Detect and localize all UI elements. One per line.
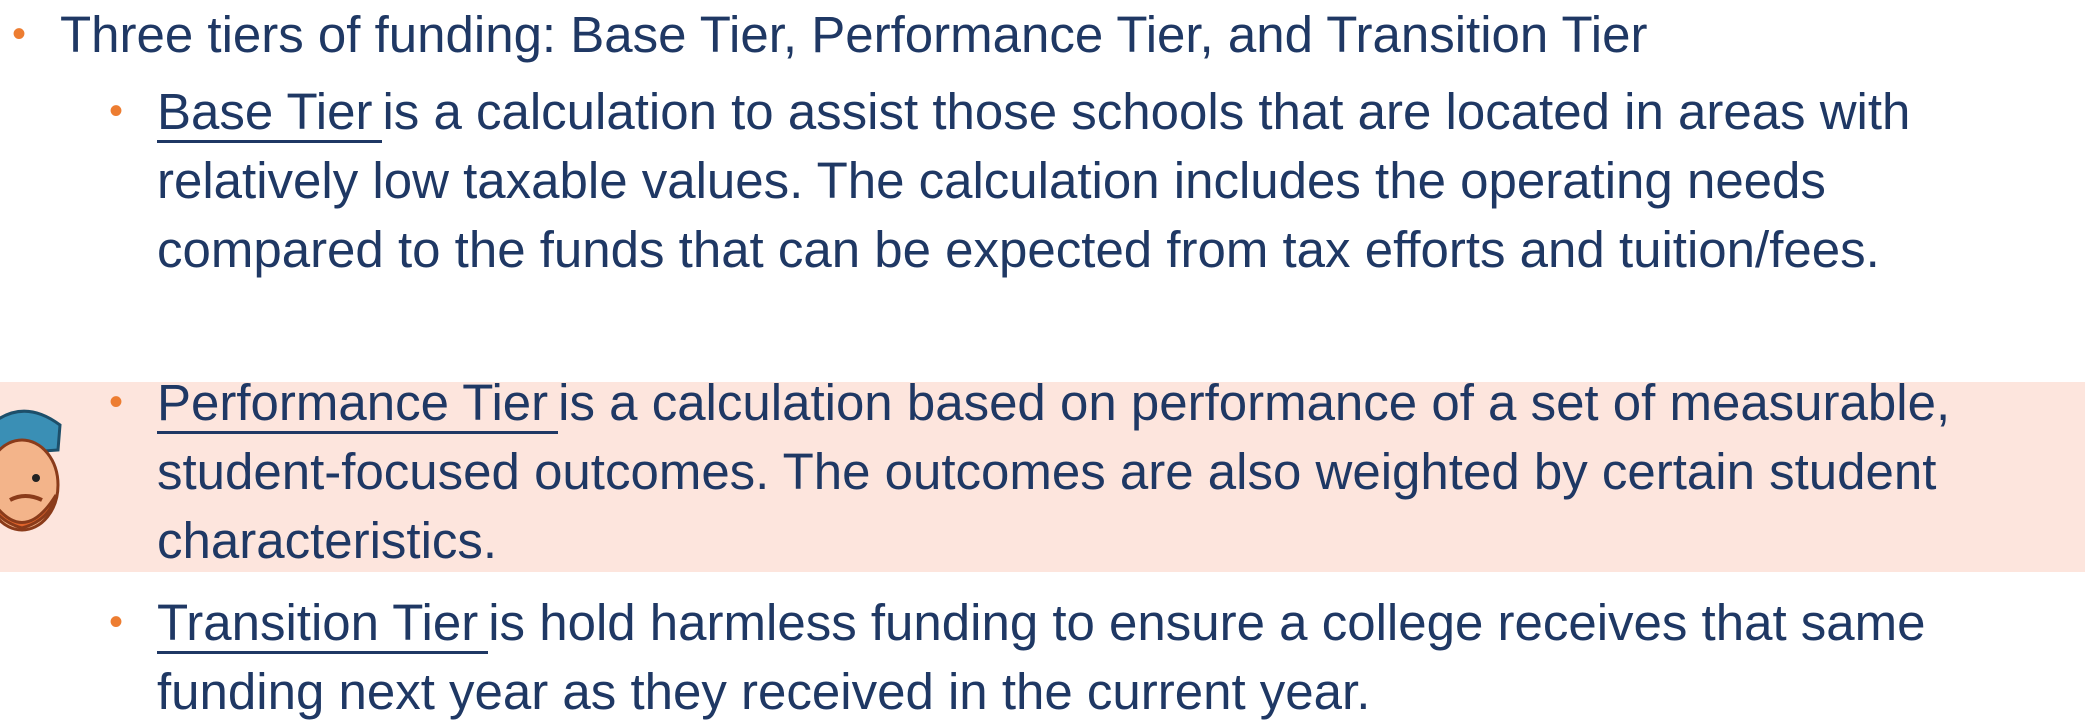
term: Base Tier: [157, 83, 382, 143]
bullet-dot: •: [12, 0, 26, 69]
bullet-text: Three tiers of funding: Base Tier, Perfo…: [60, 6, 1647, 63]
bullet: • Three tiers of funding: Base Tier, Per…: [60, 0, 2060, 69]
slide: {"bullet": {"text": "Three tiers of fund…: [0, 0, 2085, 722]
description: is a calculation to assist those schools…: [157, 83, 1910, 278]
term: Performance Tier: [157, 374, 558, 434]
face-icon: [0, 400, 70, 550]
term: Transition Tier: [157, 594, 488, 654]
bullet-dot: •: [109, 588, 123, 657]
bullet-dot: •: [109, 368, 123, 437]
bullet-dot: •: [109, 77, 123, 146]
